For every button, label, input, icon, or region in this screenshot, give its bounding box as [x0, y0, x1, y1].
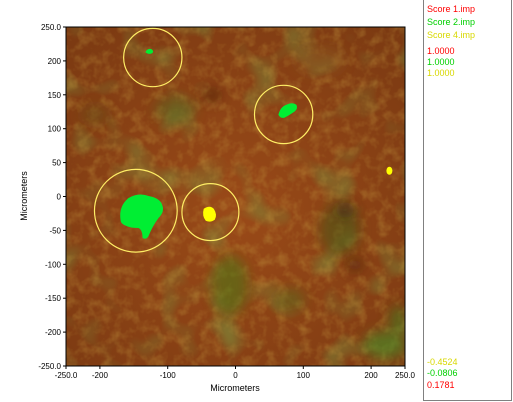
scale-min-score2: -0.0806 — [427, 368, 458, 378]
scale-min-score4: -0.4524 — [427, 357, 458, 367]
score2-region — [145, 48, 154, 54]
x-tick-label: 100 — [297, 371, 311, 380]
x-axis-label: Micrometers — [210, 383, 260, 393]
legend-panel: Score 1.imp Score 2.imp Score 4.imp 1.00… — [423, 0, 512, 401]
x-tick-label: -250.0 — [55, 371, 78, 380]
heatmap-image — [66, 27, 405, 366]
highlight-circle — [253, 84, 314, 145]
y-tick-label: 50 — [52, 159, 61, 168]
highlight-circle — [93, 168, 178, 253]
y-axis-label: Micrometers — [19, 171, 29, 221]
x-tick-label: 250.0 — [395, 371, 416, 380]
scale-max-score4: 1.0000 — [427, 68, 455, 78]
y-tick-label: 100 — [48, 125, 62, 134]
scale-max-score1: 1.0000 — [427, 46, 455, 56]
scale-min-score1: 0.1781 — [427, 380, 455, 390]
score4-region — [386, 166, 393, 175]
score2-region — [278, 103, 298, 118]
y-tick-label: 0 — [57, 193, 62, 202]
highlight-circle — [123, 27, 183, 88]
x-tick-label: 200 — [364, 371, 378, 380]
y-tick-label: 200 — [48, 57, 62, 66]
legend-item-score2: Score 2.imp — [427, 17, 476, 27]
legend-item-score1: Score 1.imp — [427, 4, 476, 14]
score2-region — [120, 194, 164, 239]
highlight-circle — [181, 183, 240, 242]
y-tick-label: -200 — [45, 328, 62, 337]
y-tick-label: -100 — [45, 260, 62, 269]
x-tick-label: 0 — [233, 371, 238, 380]
score4-region — [203, 206, 217, 222]
y-tick-label: -250.0 — [38, 362, 61, 371]
y-tick-label: -150 — [45, 294, 62, 303]
scale-max-score2: 1.0000 — [427, 57, 455, 67]
x-tick-label: -100 — [160, 371, 177, 380]
y-tick-label: -50 — [49, 226, 61, 235]
x-tick-label: -200 — [92, 371, 109, 380]
y-tick-label: 150 — [48, 91, 62, 100]
y-tick-label: 250.0 — [41, 23, 62, 32]
legend-item-score4: Score 4.imp — [427, 30, 476, 40]
